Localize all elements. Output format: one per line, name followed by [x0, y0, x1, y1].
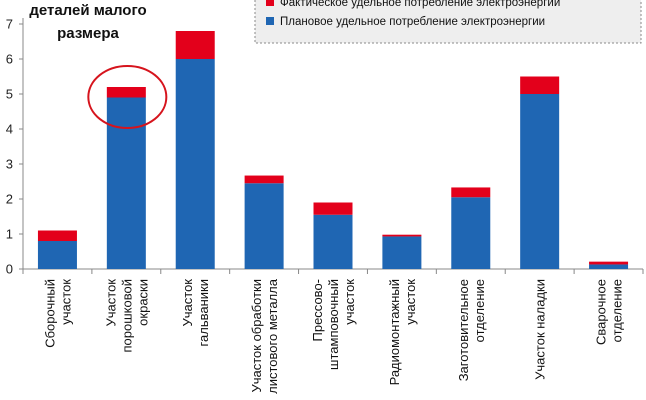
bar-planned	[520, 94, 560, 269]
bar-actual	[244, 175, 284, 184]
bar-planned	[313, 214, 353, 269]
category-label: Участок обработки листового металла	[249, 278, 280, 394]
category-label-line: Участок	[103, 279, 118, 327]
bar-planned	[244, 183, 284, 269]
category-label: Участок наладки	[533, 279, 548, 380]
category-label: Радиомонтажный участок	[387, 279, 418, 386]
bar-actual	[589, 261, 629, 265]
bar-actual	[37, 230, 77, 241]
legend-swatch-actual	[266, 0, 274, 6]
chart-legend: Фактическое удельное потребление электро…	[254, 0, 642, 44]
category-label-line: Заготовительное	[456, 279, 471, 381]
chart-category-labels: Сборочный участок Участок порошковой окраски…	[42, 278, 624, 394]
category-label-line: Участок	[180, 279, 195, 327]
category-label-line: Прессово-	[310, 279, 325, 342]
chart-bars	[37, 31, 629, 269]
bar-actual	[382, 234, 422, 237]
category-label-line: Участок наладки	[533, 279, 548, 380]
bar-planned	[451, 197, 491, 269]
category-label-line: Сварочное	[594, 279, 609, 345]
category-label-line: участок	[58, 279, 73, 325]
bar-actual	[313, 202, 353, 215]
category-label: Участок порошковой окраски	[103, 279, 150, 353]
y-tick-label: 6	[6, 52, 13, 67]
legend-label-planned: Плановое удельное потребление электроэне…	[280, 16, 545, 28]
category-label-line: листового металла	[265, 278, 280, 394]
legend-swatch-planned	[266, 17, 274, 25]
category-label-line: порошковой	[119, 279, 134, 352]
category-label-line: Участок обработки	[249, 279, 264, 393]
y-tick-label: 2	[6, 192, 13, 207]
category-label-line: отделение	[610, 279, 625, 342]
category-label-line: Радиомонтажный	[387, 279, 402, 385]
category-label: Прессово-штамповочный участок	[310, 279, 357, 370]
category-label: Заготовительное отделение	[456, 279, 487, 381]
highlight-ellipse	[87, 65, 168, 129]
bar-planned	[382, 236, 422, 269]
y-tick-label: 3	[6, 157, 13, 172]
legend-label-actual: Фактическое удельное потребление электро…	[280, 0, 560, 9]
y-tick-label: 7	[6, 17, 13, 32]
category-label: Участок гальваники	[180, 279, 211, 347]
bar-planned	[175, 59, 215, 269]
category-label-line: штамповочный	[326, 279, 341, 370]
category-label-line: участок	[403, 279, 418, 325]
y-tick-label: 4	[6, 122, 13, 137]
bar-actual	[175, 31, 215, 59]
category-label-line: участок	[342, 279, 357, 325]
y-tick-label: 1	[6, 227, 13, 242]
annotation-line-2: размера	[57, 25, 119, 42]
bar-actual	[106, 87, 146, 98]
chart-annotation: деталей малого размера	[29, 2, 146, 42]
category-label: Сборочный участок	[42, 279, 73, 348]
category-label-line: гальваники	[196, 279, 211, 346]
y-tick-label: 5	[6, 87, 13, 102]
y-tick-label: 0	[6, 262, 13, 277]
bar-planned	[37, 241, 77, 269]
bar-actual	[520, 76, 560, 94]
bar-actual	[451, 187, 491, 198]
category-label: Сварочное отделение	[594, 279, 625, 345]
bar-planned	[589, 264, 629, 269]
annotation-line-1: деталей малого	[29, 2, 146, 19]
category-label-line: отделение	[472, 279, 487, 342]
category-label-line: окраски	[135, 279, 150, 326]
bar-planned	[106, 97, 146, 269]
legend-box	[254, 0, 642, 44]
category-label-line: Сборочный	[42, 279, 57, 348]
